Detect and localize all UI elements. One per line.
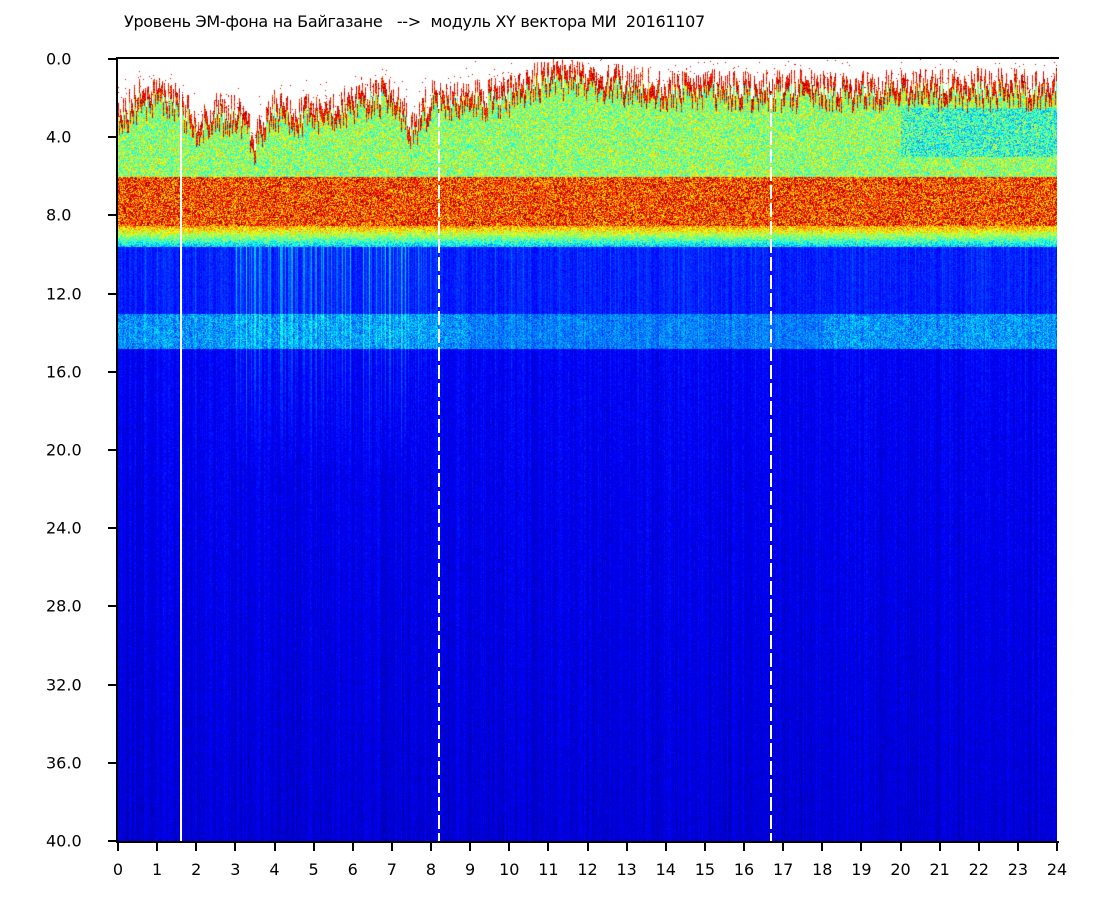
- x-tick-label: 21: [929, 860, 950, 879]
- x-tick: [390, 843, 393, 851]
- y-tick: [108, 58, 116, 60]
- x-tick-label: 2: [191, 860, 202, 879]
- y-tick-label: 32.0: [46, 675, 82, 695]
- x-tick-label: 10: [499, 860, 520, 879]
- plot-area: [116, 57, 1059, 843]
- x-tick: [117, 843, 119, 851]
- x-tick: [899, 843, 902, 851]
- x-tick-label: 11: [538, 860, 559, 879]
- x-tick: [195, 843, 198, 851]
- y-tick: [108, 683, 116, 686]
- x-tick: [743, 843, 745, 851]
- x-tick-label: 3: [230, 860, 241, 879]
- x-tick: [430, 843, 432, 851]
- y-tick-label: 0.0: [46, 49, 72, 69]
- x-tick: [312, 843, 315, 851]
- x-tick-label: 1: [152, 860, 163, 879]
- x-tick: [703, 843, 706, 851]
- x-tick: [351, 843, 354, 851]
- y-tick-label: 40.0: [46, 831, 82, 851]
- data-gap-line: [770, 59, 773, 841]
- x-tick-label: 7: [386, 860, 397, 879]
- x-tick-label: 0: [112, 860, 124, 879]
- x-tick-label: 5: [308, 860, 319, 879]
- y-tick: [108, 527, 116, 530]
- y-tick: [108, 761, 116, 764]
- y-tick-label: 36.0: [46, 753, 82, 773]
- x-tick: [547, 843, 550, 851]
- y-tick: [108, 214, 116, 217]
- x-tick-label: 18: [812, 860, 833, 879]
- x-tick: [234, 843, 237, 851]
- x-tick: [1056, 843, 1058, 851]
- x-tick: [860, 843, 863, 851]
- x-tick: [508, 843, 511, 851]
- x-tick: [821, 843, 824, 851]
- x-tick: [938, 843, 941, 851]
- y-tick-label: 4.0: [46, 127, 72, 147]
- x-tick: [586, 843, 589, 851]
- y-tick-label: 12.0: [46, 284, 82, 304]
- x-tick: [273, 843, 276, 851]
- y-tick: [108, 136, 116, 139]
- y-tick: [108, 840, 116, 842]
- data-gap-line: [437, 59, 440, 841]
- x-tick-label: 20: [890, 860, 911, 879]
- x-tick-label: 6: [347, 860, 358, 879]
- x-tick: [664, 843, 667, 851]
- x-tick-label: 9: [465, 860, 476, 879]
- chart-title: Уровень ЭМ-фона на Байгазане --> модуль …: [124, 12, 705, 31]
- x-tick-label: 8: [425, 860, 437, 879]
- y-tick-label: 24.0: [46, 518, 82, 538]
- y-tick: [108, 605, 116, 608]
- x-tick: [782, 843, 785, 851]
- y-tick: [108, 370, 116, 373]
- x-tick-label: 17: [772, 860, 794, 879]
- spectrogram-heatmap: [118, 59, 1057, 841]
- y-tick-label: 28.0: [46, 596, 82, 616]
- x-tick-label: 15: [694, 860, 716, 879]
- x-tick-label: 16: [733, 860, 755, 879]
- x-tick-label: 14: [655, 860, 676, 879]
- x-tick: [1016, 843, 1019, 851]
- x-tick-label: 12: [577, 860, 598, 879]
- x-tick-label: 22: [968, 860, 989, 879]
- x-tick: [977, 843, 980, 851]
- y-tick-label: 8.0: [46, 205, 72, 225]
- x-tick: [156, 843, 159, 851]
- x-tick-label: 4: [269, 860, 280, 879]
- data-gap-line: [179, 59, 182, 841]
- x-tick-label: 24: [1046, 860, 1068, 879]
- x-tick-label: 19: [851, 860, 872, 879]
- y-tick-label: 20.0: [46, 440, 82, 460]
- x-tick: [625, 843, 628, 851]
- x-tick: [469, 843, 472, 851]
- y-tick-label: 16.0: [46, 362, 82, 382]
- x-tick-label: 23: [1007, 860, 1029, 879]
- y-tick: [108, 292, 116, 295]
- y-tick: [108, 449, 116, 451]
- x-tick-label: 13: [616, 860, 637, 879]
